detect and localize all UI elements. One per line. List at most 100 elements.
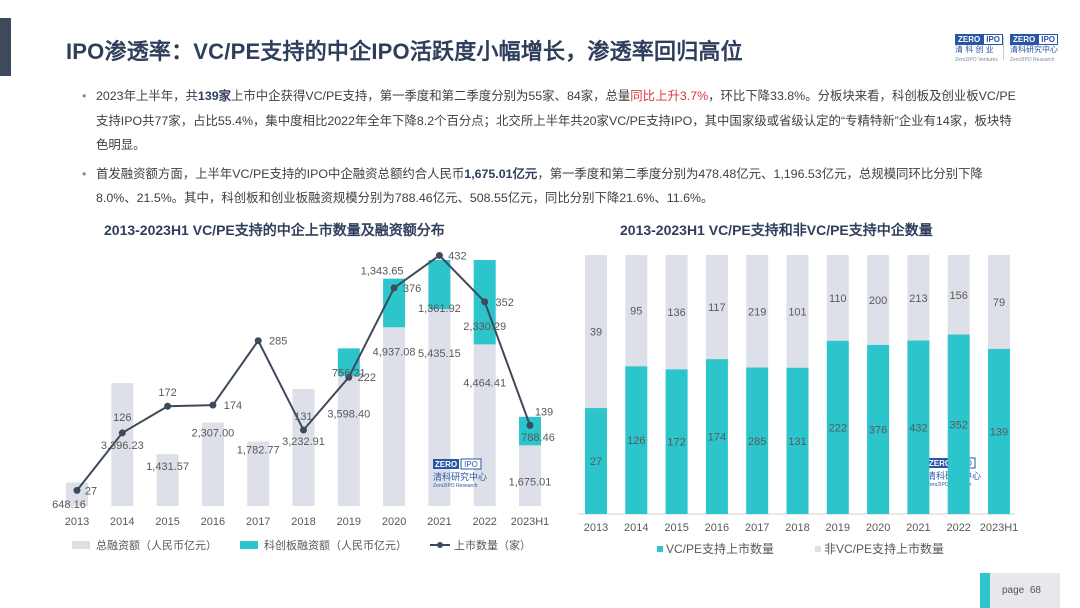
ipo-count-label: 172 <box>158 387 176 399</box>
vcpe-bar <box>907 340 930 514</box>
ipo-count-point <box>254 337 262 345</box>
watermark-logo-text: ZERO <box>435 460 457 469</box>
total-financing-label: 3,396.23 <box>101 440 144 452</box>
non-vcpe-count-label: 39 <box>590 327 602 339</box>
page-title: IPO渗透率：VC/PE支持的中企IPO活跃度小幅增长，渗透率回归高位 <box>66 39 743 64</box>
non-vcpe-bar <box>947 255 970 335</box>
bullet-text: 139家 <box>197 89 231 103</box>
ipo-count-point <box>300 426 307 434</box>
legend-swatch <box>815 546 821 552</box>
vcpe-count-label: 376 <box>869 424 887 436</box>
x-tick-label: 2016 <box>201 516 225 528</box>
non-vcpe-bar <box>625 255 648 367</box>
vcpe-count-label: 27 <box>590 456 602 468</box>
ipo-count-label: 27 <box>85 485 97 497</box>
non-vcpe-count-label: 219 <box>748 306 766 318</box>
x-tick-label: 2021 <box>906 522 930 534</box>
x-tick-label: 2018 <box>785 522 809 534</box>
non-vcpe-count-label: 117 <box>708 302 726 314</box>
total-financing-label: 1,431.57 <box>146 461 189 473</box>
header-accent-bar <box>0 18 11 76</box>
zero2ipo-ventures-logo: ZERO IPO 清 科 创 业 Zero2IPO Ventures <box>955 34 1004 65</box>
x-tick-label: 2014 <box>110 516 134 528</box>
legend-label: VC/PE支持上市数量 <box>666 541 774 556</box>
ipo-count-point <box>73 486 81 494</box>
non-vcpe-count-label: 156 <box>950 290 968 302</box>
legend-swatch <box>72 541 90 549</box>
non-vcpe-count-label: 200 <box>869 295 887 307</box>
non-vcpe-count-label: 136 <box>667 307 685 319</box>
bullet-text: 同比上升3.7% <box>630 89 709 103</box>
x-tick-label: 2018 <box>291 516 315 528</box>
non-vcpe-bar <box>907 255 930 341</box>
vcpe-bar <box>625 366 648 514</box>
watermark-logo-cn: 清科研究中心 <box>433 471 487 482</box>
zero2ipo-research-logo: ZERO IPO 清科研究中心 Zero2IPO Research <box>1010 34 1059 63</box>
total-financing-bar <box>111 383 134 506</box>
total-financing-bar <box>247 441 270 506</box>
watermark-logo-text: ZERO <box>929 459 951 468</box>
page-label: page <box>1002 585 1025 596</box>
star-financing-label: 756.21 <box>332 367 366 379</box>
x-tick-label: 2019 <box>337 516 361 528</box>
total-financing-label: 3,232.91 <box>282 436 325 448</box>
bullet-text: 2023年上半年，共 <box>96 89 198 103</box>
non-vcpe-count-label: 95 <box>630 306 642 318</box>
star-financing-label: 2,330.29 <box>463 321 506 333</box>
legend-swatch-marker <box>437 542 443 548</box>
ipo-count-label: 131 <box>294 411 312 423</box>
x-tick-label: 2015 <box>155 516 179 528</box>
vcpe-bar <box>665 369 688 514</box>
legend-label: 上市数量（家） <box>454 538 531 552</box>
star-financing-label: 1,343.65 <box>361 266 404 278</box>
watermark-logo-en: Zero2IPO Research <box>433 483 478 489</box>
right-chart-title: 2013-2023H1 VC/PE支持和非VC/PE支持中企数量 <box>620 222 933 238</box>
total-financing-bar <box>383 327 406 506</box>
vcpe-bar <box>786 367 809 514</box>
total-financing-bar <box>201 422 224 506</box>
x-tick-label: 2013 <box>584 522 608 534</box>
vcpe-bar <box>746 367 769 514</box>
total-financing-bar <box>519 445 541 506</box>
non-vcpe-bar <box>746 255 769 368</box>
total-financing-bar <box>66 482 88 506</box>
ipo-count-label: 285 <box>269 336 287 348</box>
page-number-box: page 68 <box>990 573 1060 608</box>
x-tick-label: 2021 <box>427 516 451 528</box>
ipo-count-point <box>164 402 172 410</box>
x-tick-label: 2020 <box>382 516 406 528</box>
total-financing-bar <box>428 309 451 506</box>
legend-swatch <box>657 546 663 552</box>
vcpe-bar <box>585 408 607 514</box>
bullet-text: ，环比下降33.8%。分板块来看，科创板及创业板VC/PE支持IPO共77家，占… <box>96 89 1016 152</box>
ipo-count-point <box>526 421 534 429</box>
total-financing-label: 1,782.77 <box>237 444 280 456</box>
logo-divider <box>1003 36 1004 60</box>
vcpe-count-label: 131 <box>788 436 806 448</box>
ipo-count-label: 222 <box>358 372 376 384</box>
ipo-count-point <box>390 284 398 292</box>
total-financing-bar <box>337 375 360 506</box>
total-financing-label: 3,598.40 <box>327 409 370 421</box>
x-tick-label: 2013 <box>65 516 89 528</box>
bullet-text: 1,675.01亿元 <box>464 166 538 181</box>
vcpe-count-label: 352 <box>950 419 968 431</box>
vcpe-bar <box>988 348 1010 514</box>
legend-label: 科创板融资额（人民币亿元） <box>264 538 407 552</box>
non-vcpe-bar <box>705 255 728 360</box>
non-vcpe-bar <box>988 255 1010 349</box>
watermark-logo-box <box>433 459 459 469</box>
ipo-count-label: 352 <box>496 297 514 309</box>
vcpe-count-label: 432 <box>909 422 927 434</box>
non-vcpe-bar <box>826 255 849 341</box>
total-financing-label: 2,307.00 <box>191 427 234 439</box>
non-vcpe-bar <box>867 255 890 345</box>
watermark-logo-text: IPO <box>464 460 478 469</box>
legend-label: 总融资额（人民币亿元） <box>96 538 217 552</box>
x-tick-label: 2022 <box>472 516 496 528</box>
x-tick-label: 2014 <box>624 522 648 534</box>
vcpe-count-label: 139 <box>990 426 1008 438</box>
total-financing-label: 648.16 <box>52 499 86 511</box>
x-tick-label: 2019 <box>826 522 850 534</box>
